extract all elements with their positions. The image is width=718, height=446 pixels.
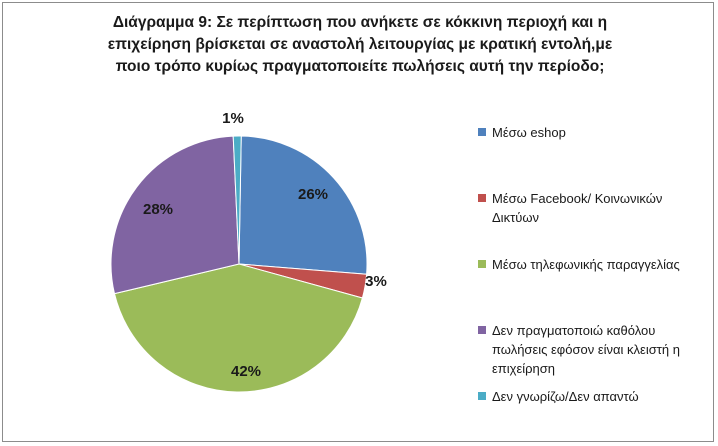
data-label-2: 3% [365, 273, 387, 290]
chart-title-line-1: Διάγραμμα 9: Σε περίπτωση που ανήκετε σε… [112, 14, 608, 31]
legend-swatch-5 [478, 392, 486, 400]
legend-label-1: Μέσω eshop [492, 125, 566, 140]
legend-label-4: Δεν πραγματοποιώ καθόλου πωλήσεις εφόσον … [492, 323, 680, 376]
chart-title-line-2: επιχείρηση βρίσκεται σε αναστολή λειτουρ… [107, 36, 613, 53]
data-label-5: 1% [222, 110, 244, 127]
legend-label-2: Μέσω Facebook/ Κοινωνικών Δικτύων [492, 191, 663, 225]
data-label-3: 42% [231, 363, 261, 380]
chart-title-line-3: ποιο τρόπο κυρίως πραγματοποιείτε πωλήσε… [115, 58, 605, 75]
pie-slice-4 [110, 135, 240, 295]
legend-swatch-1 [478, 128, 486, 136]
legend-swatch-3 [478, 260, 486, 268]
data-label-1: 26% [298, 186, 328, 203]
pie-slice-1 [238, 135, 368, 275]
pie-slice-3 [113, 263, 364, 393]
legend-label-3: Μέσω τηλεφωνικής παραγγελίας [492, 257, 680, 272]
chart-title: Διάγραμμα 9: Σε περίπτωση που ανήκετε σε… [40, 12, 680, 78]
legend-label-5: Δεν γνωρίζω/Δεν απαντώ [492, 389, 639, 404]
pie-slice-5 [232, 135, 242, 265]
legend-swatch-4 [478, 326, 486, 334]
legend-swatch-2 [478, 194, 486, 202]
data-label-4: 28% [143, 201, 173, 218]
